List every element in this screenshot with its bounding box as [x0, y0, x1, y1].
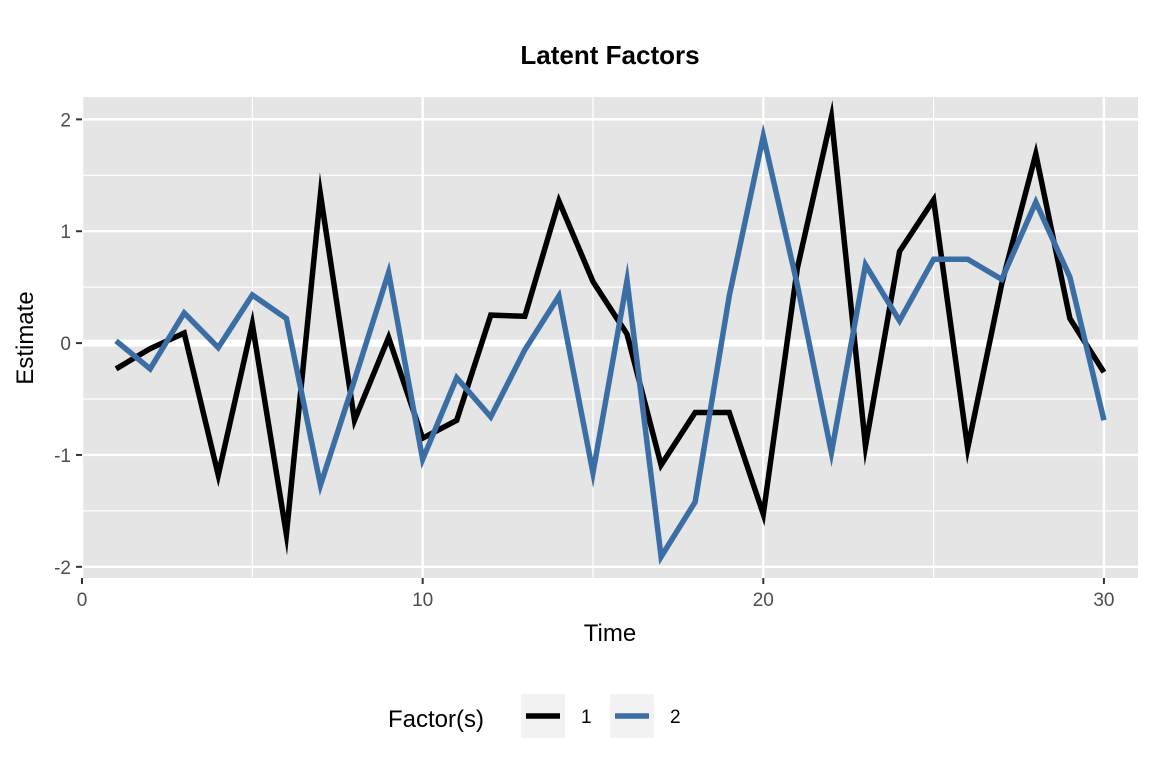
x-axis: 0 10 20 30 [77, 578, 1115, 611]
series-line-2 [114, 123, 1107, 565]
grid-minor [82, 97, 1138, 578]
x-axis-label: Time [584, 620, 636, 647]
x-tick-label: 20 [753, 590, 774, 611]
legend-label-2: 2 [670, 707, 681, 728]
series-lines [114, 100, 1107, 565]
x-tick-label: 0 [77, 590, 88, 611]
y-tick-label: -2 [54, 558, 71, 579]
y-tick-label: -1 [54, 446, 71, 467]
legend-title: Factor(s) [388, 706, 484, 733]
y-tick-label: 1 [60, 222, 71, 243]
x-tick-label: 10 [412, 590, 433, 611]
series-line-1 [114, 100, 1107, 556]
y-axis: -2 -1 0 1 2 [54, 110, 82, 579]
chart-title: Latent Factors [520, 40, 699, 70]
legend-label-1: 1 [581, 707, 592, 728]
x-tick-label: 30 [1093, 590, 1114, 611]
y-tick-label: 2 [60, 110, 71, 131]
y-tick-label: 0 [60, 334, 71, 355]
y-axis-label: Estimate [12, 291, 39, 384]
plot-panel [82, 97, 1138, 578]
